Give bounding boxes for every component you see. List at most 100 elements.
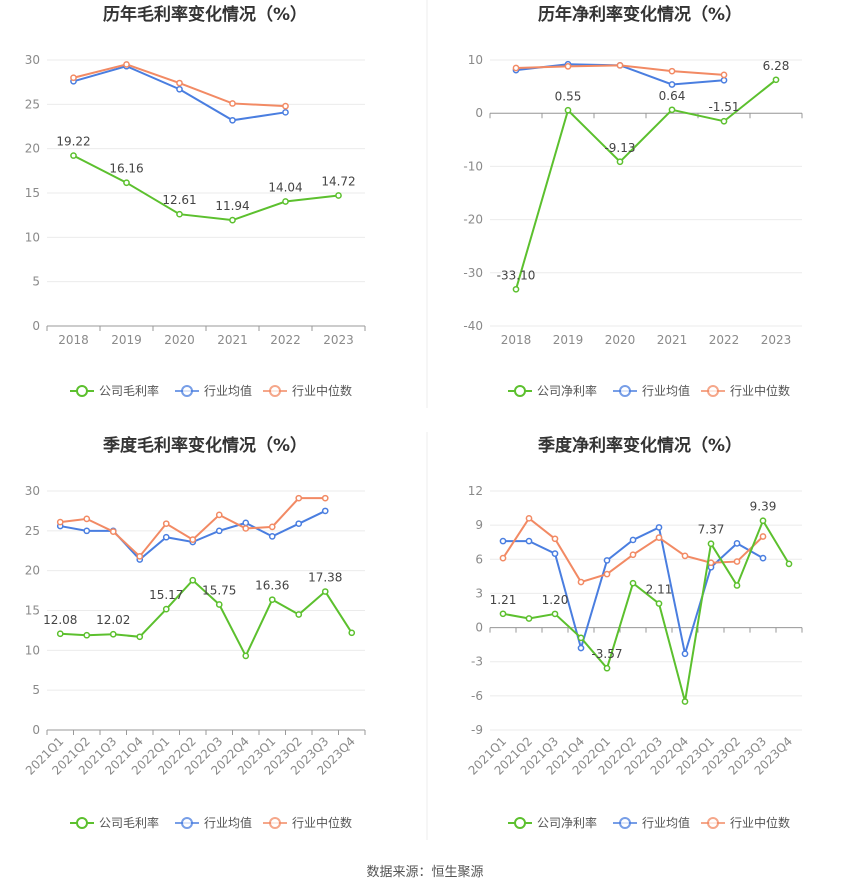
data-point: [242, 519, 250, 527]
x-tick-label: 2020: [164, 333, 195, 347]
series-line: [60, 510, 326, 561]
data-point: [629, 536, 637, 544]
x-tick-label: 2021: [657, 333, 688, 347]
data-point: [616, 61, 624, 69]
data-point: [335, 192, 342, 199]
chart-title: 季度毛利率变化情况（%）: [103, 435, 307, 456]
data-point: [123, 179, 130, 187]
y-tick-label: 0: [32, 319, 40, 333]
series-line: [503, 525, 764, 655]
data-point: [551, 610, 559, 618]
data-label: 16.16: [109, 162, 143, 176]
y-tick-label: 6: [475, 552, 483, 566]
series-company: -33.10 0.55 -9.13 0.64 -1.51 6.28: [497, 59, 789, 293]
data-label: 2.11: [646, 583, 673, 597]
data-point: [551, 535, 559, 543]
data-point: [681, 650, 689, 658]
data-label: 0.55: [555, 89, 582, 103]
data-point: [759, 554, 767, 562]
data-point: [499, 554, 507, 562]
data-point: [282, 102, 289, 110]
data-point: [268, 523, 276, 531]
data-label: -33.10: [497, 268, 536, 282]
series-industry_avg: [70, 62, 289, 124]
x-tick-label: 2021: [217, 333, 248, 347]
data-point: [720, 71, 728, 79]
data-point: [229, 100, 236, 107]
data-point: [70, 74, 77, 82]
legend-label-company: 公司毛利率: [99, 815, 159, 830]
data-point: [564, 106, 572, 114]
y-tick-label: 0: [475, 621, 483, 635]
data-point: [176, 85, 183, 93]
x-tick-label: 2018: [58, 333, 89, 347]
series-industry_median: [499, 514, 767, 586]
chart-annual-net: 历年净利率变化情况（%） -40 -30 -20 -10 0 10 2018 2019 2020 2…: [463, 4, 803, 398]
y-tick-label: 25: [25, 97, 40, 111]
legend: 公司毛利率 行业均值 行业中位数: [70, 815, 352, 830]
data-point: [629, 551, 637, 559]
data-point: [512, 285, 520, 293]
data-point: [268, 596, 276, 604]
legend-marker-company: [514, 385, 526, 397]
data-point: [681, 552, 689, 560]
series-industry_avg: [499, 524, 767, 658]
data-point: [525, 514, 533, 522]
data-point: [215, 601, 223, 608]
x-tick-label: 2022: [709, 333, 740, 347]
data-point: [348, 629, 356, 637]
series-line: [73, 154, 339, 222]
data-point: [668, 81, 676, 88]
data-point: [242, 525, 250, 532]
y-tick-label: -20: [463, 213, 483, 227]
data-point: [83, 515, 91, 523]
data-point: [176, 79, 183, 87]
data-point: [295, 494, 303, 502]
y-tick-label: 15: [25, 604, 40, 618]
data-point: [229, 116, 236, 124]
data-point: [603, 557, 611, 564]
legend-marker-industry_avg: [619, 385, 631, 397]
legend-marker-industry_median: [269, 817, 281, 829]
data-point: [321, 588, 329, 595]
series-industry_avg: [56, 507, 329, 563]
data-point: [56, 630, 64, 638]
y-tick-label: 30: [25, 484, 40, 498]
data-point: [136, 633, 144, 641]
y-tick-label: -9: [471, 723, 483, 737]
data-point: [525, 615, 533, 622]
data-point: [772, 76, 780, 84]
x-tick-label: 2022: [270, 333, 301, 347]
legend-label-industry_median: 行业中位数: [730, 383, 790, 398]
legend-label-industry_avg: 行业均值: [642, 383, 690, 398]
data-point: [655, 600, 663, 607]
y-tick-label: -30: [463, 266, 483, 280]
y-tick-label: 0: [475, 106, 483, 120]
data-point: [512, 64, 520, 72]
data-point: [681, 698, 689, 705]
data-point: [499, 537, 507, 545]
data-label: 19.22: [56, 135, 90, 149]
series-industry_median: [70, 61, 289, 110]
data-point: [499, 610, 507, 618]
legend-label-industry_avg: 行业均值: [642, 815, 690, 830]
data-point: [189, 536, 197, 543]
data-point: [295, 520, 303, 528]
chart-title: 历年毛利率变化情况（%）: [103, 4, 307, 25]
data-point: [733, 540, 741, 547]
y-tick-label: -40: [463, 319, 483, 333]
series-line: [60, 497, 326, 558]
legend-marker-industry_avg: [181, 385, 193, 397]
legend-marker-industry_avg: [181, 817, 193, 829]
legend-marker-industry_avg: [619, 817, 631, 829]
legend-label-industry_median: 行业中位数: [292, 815, 352, 830]
data-point: [720, 117, 728, 125]
data-point: [551, 550, 559, 557]
data-point: [242, 652, 250, 660]
y-tick-label: 5: [32, 275, 40, 289]
legend-label-company: 公司净利率: [537, 383, 597, 398]
x-tick-label: 2023: [323, 333, 354, 347]
legend-marker-company: [76, 385, 88, 397]
y-tick-label: -3: [471, 655, 483, 669]
